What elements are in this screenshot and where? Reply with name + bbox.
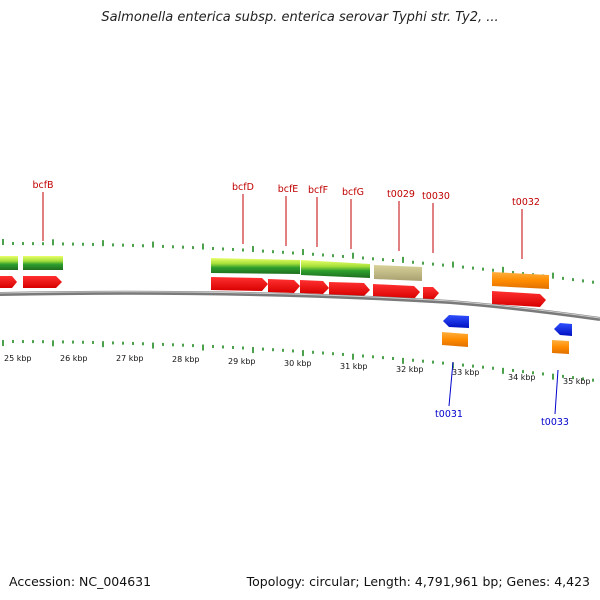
accession-text: Accession: NC_004631 bbox=[9, 574, 152, 589]
upper-tick-row bbox=[2, 239, 594, 284]
gene-arrow[interactable] bbox=[300, 280, 329, 294]
gene-arrow[interactable] bbox=[373, 284, 420, 299]
gene-label[interactable]: bcfE bbox=[278, 184, 299, 195]
gene-arrow[interactable] bbox=[211, 277, 268, 291]
gene-arrow[interactable] bbox=[268, 279, 300, 293]
green-feature[interactable] bbox=[301, 260, 370, 278]
scale-label: 31 kbp bbox=[340, 362, 368, 371]
scale-label: 32 kbp bbox=[396, 365, 424, 374]
cds-feature[interactable] bbox=[442, 332, 468, 347]
gene-label[interactable]: bcfG bbox=[342, 187, 364, 198]
gene-label[interactable]: bcfF bbox=[308, 185, 328, 196]
scale-label: 28 kbp bbox=[172, 355, 200, 364]
cds-track bbox=[442, 272, 569, 354]
scale-label: 34 kbp bbox=[508, 373, 536, 382]
cds-feature[interactable] bbox=[492, 272, 549, 289]
green-feature[interactable] bbox=[23, 256, 63, 270]
gene-arrow[interactable] bbox=[492, 291, 546, 307]
gene-arrow[interactable] bbox=[0, 276, 17, 288]
gene-label[interactable]: t0032 bbox=[512, 197, 540, 208]
genome-summary-text: Topology: circular; Length: 4,791,961 bp… bbox=[246, 574, 590, 589]
gene-label[interactable]: bcfD bbox=[232, 182, 254, 193]
lower-tick-row bbox=[2, 340, 594, 382]
gene-arrow-reverse[interactable] bbox=[554, 323, 572, 336]
gene-arrow[interactable] bbox=[329, 282, 370, 296]
map-title: Salmonella enterica subsp. enterica sero… bbox=[101, 10, 499, 25]
gene-leader-line bbox=[554, 369, 559, 415]
scale-label: 35 kbp bbox=[563, 377, 591, 386]
gene-arrow[interactable] bbox=[423, 287, 439, 300]
cds-feature[interactable] bbox=[552, 340, 569, 354]
genome-backbone-highlight bbox=[0, 291, 600, 319]
green-feature[interactable] bbox=[211, 258, 300, 274]
gene-label[interactable]: bcfB bbox=[32, 180, 53, 191]
gene-arrow[interactable] bbox=[23, 276, 62, 288]
feature-track bbox=[0, 256, 422, 281]
scale-label: 26 kbp bbox=[60, 354, 88, 363]
reverse-gene-labels: t0031 t0033 bbox=[435, 361, 569, 428]
scale-label: 27 kbp bbox=[116, 354, 144, 363]
gene-label[interactable]: t0031 bbox=[435, 409, 463, 420]
scale-label: 25 kbp bbox=[4, 354, 32, 363]
scale-label: 29 kbp bbox=[228, 357, 256, 366]
scale-label: 33 kbp bbox=[452, 368, 480, 377]
khaki-feature[interactable] bbox=[374, 265, 422, 281]
gene-label[interactable]: t0029 bbox=[387, 189, 415, 200]
genome-backbone bbox=[0, 290, 600, 321]
gene-leader-line bbox=[448, 361, 454, 407]
reverse-gene-track bbox=[443, 315, 572, 336]
green-feature[interactable] bbox=[0, 256, 18, 270]
gene-label[interactable]: t0030 bbox=[422, 191, 450, 202]
gene-label[interactable]: t0033 bbox=[541, 417, 569, 428]
forward-gene-track bbox=[0, 276, 546, 307]
scale-labels: 25 kbp 26 kbp 27 kbp 28 kbp 29 kbp 30 kbp 31 k… bbox=[4, 354, 591, 386]
gene-arrow-reverse[interactable] bbox=[443, 315, 469, 328]
scale-label: 30 kbp bbox=[284, 359, 312, 368]
forward-gene-labels: bcfB bcfD bcfE bcfF bcfG t0029 t0030 t0032 bbox=[32, 180, 540, 259]
